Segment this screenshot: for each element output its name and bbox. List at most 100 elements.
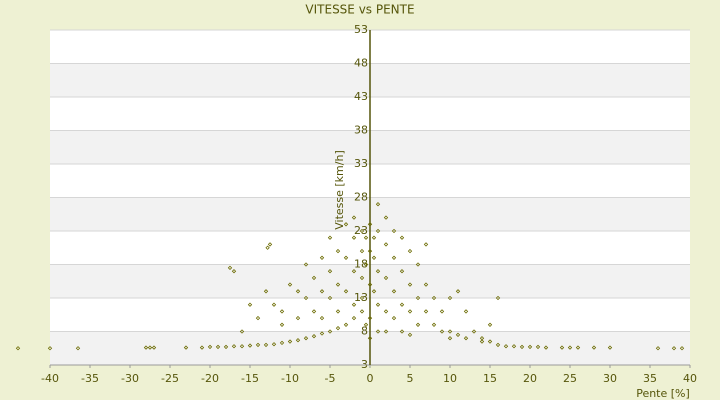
x-tick-label: -20	[201, 372, 219, 385]
y-tick-label: 18	[354, 258, 368, 271]
point	[391, 255, 397, 260]
x-tick-label: 40	[683, 372, 697, 385]
point	[367, 336, 373, 341]
point	[375, 302, 381, 307]
point	[327, 295, 333, 301]
point	[407, 248, 413, 254]
point	[423, 242, 429, 247]
point	[279, 309, 285, 314]
point	[335, 309, 341, 314]
y-tick-label: 28	[354, 191, 368, 204]
point	[335, 282, 341, 287]
x-tick-label: 25	[563, 372, 577, 385]
point	[311, 334, 317, 339]
point	[207, 344, 213, 350]
point	[439, 329, 445, 334]
point	[343, 222, 349, 227]
y-tick-label: 43	[354, 90, 368, 103]
point	[319, 255, 325, 260]
y-tick-label: 33	[354, 157, 368, 170]
x-tick-label: 0	[367, 372, 374, 385]
point	[47, 346, 53, 351]
point	[607, 345, 613, 350]
point	[383, 309, 389, 314]
point	[255, 315, 261, 321]
point	[415, 322, 421, 327]
point	[371, 235, 377, 240]
point	[671, 346, 677, 351]
point	[231, 344, 237, 349]
point	[439, 309, 445, 314]
point	[319, 289, 325, 294]
point	[199, 345, 205, 350]
point	[447, 336, 453, 341]
x-tick-label: -15	[241, 372, 259, 385]
point	[371, 255, 377, 260]
point	[535, 344, 541, 350]
y-tick-label: 8	[361, 325, 368, 338]
point	[311, 275, 317, 281]
point	[399, 269, 405, 274]
point	[319, 331, 325, 336]
x-tick-label: -5	[325, 372, 336, 385]
point	[359, 309, 365, 314]
x-tick-label: -30	[121, 372, 139, 385]
point	[527, 344, 533, 350]
point	[367, 248, 373, 254]
point	[471, 329, 477, 334]
point	[279, 322, 285, 327]
point	[383, 215, 389, 220]
point	[303, 295, 309, 301]
point	[479, 339, 485, 344]
point	[363, 235, 369, 240]
x-tick-label: -10	[281, 372, 299, 385]
y-tick-label: 38	[354, 124, 368, 137]
point	[295, 338, 301, 343]
point	[359, 228, 365, 234]
point	[367, 315, 373, 321]
point	[375, 202, 381, 207]
x-tick-label: 5	[407, 372, 414, 385]
point	[335, 248, 341, 254]
point	[383, 329, 389, 334]
point	[423, 309, 429, 314]
point	[383, 275, 389, 281]
point	[287, 282, 293, 287]
point	[75, 346, 81, 351]
point	[371, 289, 377, 294]
point	[15, 346, 21, 351]
point	[559, 345, 565, 350]
point	[327, 269, 333, 274]
point	[447, 295, 453, 301]
point	[351, 215, 357, 220]
point	[399, 302, 405, 307]
point	[231, 269, 237, 274]
point	[351, 235, 357, 240]
point	[375, 329, 381, 334]
point	[407, 332, 413, 338]
point	[463, 309, 469, 314]
point	[391, 228, 397, 234]
point	[327, 235, 333, 240]
point	[359, 295, 365, 301]
point	[359, 248, 365, 254]
x-tick-label: -35	[81, 372, 99, 385]
point	[279, 340, 285, 346]
point	[431, 322, 437, 327]
point	[447, 329, 453, 334]
point	[147, 345, 153, 350]
point	[455, 332, 461, 338]
point	[679, 346, 685, 351]
point	[463, 336, 469, 341]
point	[295, 315, 301, 321]
point	[239, 329, 245, 334]
x-tick-label: 20	[523, 372, 537, 385]
point	[399, 329, 405, 334]
point	[263, 289, 269, 294]
point	[295, 289, 301, 294]
point	[247, 343, 253, 348]
x-tick-label: 30	[603, 372, 617, 385]
point	[227, 265, 233, 271]
point	[415, 295, 421, 301]
